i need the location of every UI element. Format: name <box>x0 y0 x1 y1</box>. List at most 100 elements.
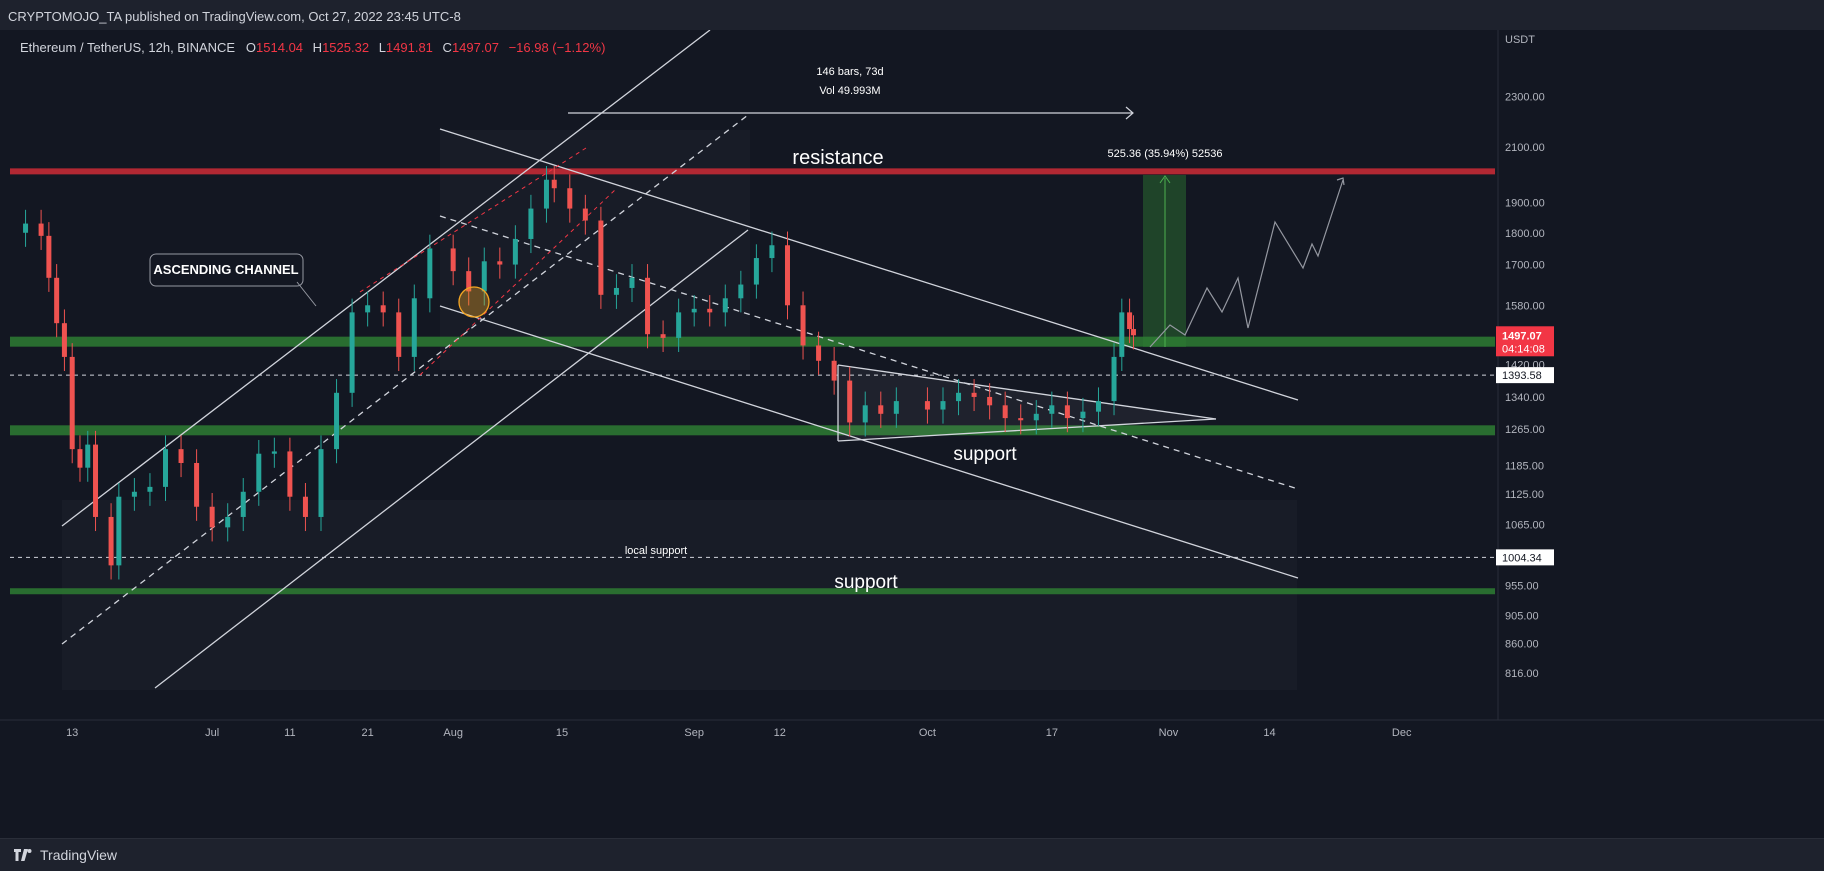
candle-body <box>1033 413 1039 421</box>
candle-body <box>512 238 518 265</box>
candle-body <box>1130 329 1136 336</box>
candle-body <box>287 451 293 497</box>
candle-body <box>1018 418 1024 421</box>
candle-body <box>411 298 417 357</box>
resistance-band <box>10 168 1495 175</box>
price-tick-label: 1340.00 <box>1505 392 1545 404</box>
price-tick-label: 1125.00 <box>1505 489 1544 501</box>
low-label: L <box>378 40 386 55</box>
open-value: 1514.04 <box>256 40 304 55</box>
candle-body <box>987 396 993 406</box>
candle-body <box>318 449 324 517</box>
candle-body <box>691 308 697 313</box>
level-price-value: 1393.58 <box>1502 370 1542 382</box>
price-tick-label: 1580.00 <box>1505 300 1545 312</box>
ohlc-legend: Ethereum / TetherUS, 12h, BINANCE O1514.… <box>20 40 611 55</box>
triangle-bottom <box>837 418 1217 442</box>
measure-arrow-head <box>1159 175 1171 184</box>
time-tick-label: Sep <box>684 727 704 739</box>
candle-body <box>551 179 557 189</box>
price-tick-label: 860.00 <box>1505 639 1539 651</box>
candle-body <box>1002 405 1008 419</box>
support-band <box>10 425 1495 436</box>
time-tick-label: 21 <box>362 727 374 739</box>
candle-body <box>893 401 899 414</box>
candle-body <box>61 323 67 357</box>
candle-body <box>629 277 635 288</box>
high-label: H <box>312 40 323 55</box>
candle-body <box>108 516 114 566</box>
candle-body <box>194 462 200 507</box>
close-value: 1497.07 <box>451 40 499 55</box>
candle-body <box>334 392 340 450</box>
time-tick-label: 14 <box>1263 727 1275 739</box>
candle-body <box>707 308 713 313</box>
time-tick-label: 17 <box>1046 727 1058 739</box>
price-tick-label: 1800.00 <box>1505 228 1545 240</box>
change-value: −16.98 (−1.12%) <box>508 40 606 55</box>
candle-body <box>924 401 930 410</box>
candle-body <box>427 248 433 299</box>
candle-body <box>162 449 168 487</box>
footer-bar: TradingView <box>0 838 1824 871</box>
price-tick-label: 1700.00 <box>1505 260 1545 272</box>
low-value: 1491.81 <box>385 40 433 55</box>
level-price-value: 1004.34 <box>1502 552 1542 564</box>
candle-body <box>225 516 231 528</box>
candle-body <box>1049 405 1055 414</box>
publish-header: CRYPTOMOJO_TA published on TradingView.c… <box>0 0 1824 31</box>
candle-body <box>1080 411 1086 419</box>
projection-path <box>1149 179 1344 348</box>
candle-body <box>380 305 386 313</box>
time-tick-label: 12 <box>774 727 786 739</box>
price-chart[interactable]: ASCENDING CHANNEL 146 bars, 73d Vol 49.993… <box>0 30 1824 838</box>
projection-arrow-head <box>1336 177 1345 186</box>
candle-body <box>738 284 744 299</box>
support-band <box>10 588 1495 595</box>
candle-body <box>753 258 759 285</box>
candle-body <box>543 179 549 209</box>
candle-body <box>528 208 534 239</box>
range-arrow-head <box>1125 106 1134 120</box>
time-tick-label: 13 <box>66 727 78 739</box>
candle-body <box>396 312 402 357</box>
chart-area[interactable]: ASCENDING CHANNEL 146 bars, 73d Vol 49.993… <box>0 30 1824 838</box>
candle-body <box>1095 401 1101 412</box>
candle-body <box>582 208 588 221</box>
time-tick-label: 11 <box>284 727 295 739</box>
highlight-circle <box>458 286 490 318</box>
close-label: C <box>442 40 452 55</box>
candle-body <box>256 453 262 492</box>
price-tick-label: 1265.00 <box>1505 424 1545 436</box>
candle-body <box>1127 312 1133 330</box>
countdown-value: 04:14:08 <box>1502 343 1545 355</box>
price-tick-label: 2100.00 <box>1505 142 1545 154</box>
candle-body <box>365 305 371 313</box>
candle-body <box>23 223 29 233</box>
tradingview-logo[interactable]: TradingView <box>12 847 117 863</box>
time-tick-label: Nov <box>1159 727 1179 739</box>
candle-body <box>131 491 137 497</box>
candle-body <box>847 380 853 423</box>
candle-body <box>46 235 52 278</box>
candle-body <box>722 298 728 313</box>
candle-body <box>816 345 822 361</box>
last-price-value: 1497.07 <box>1502 330 1542 342</box>
candle-body <box>466 271 472 292</box>
price-tick-label: 816.00 <box>1505 668 1539 680</box>
candle-body <box>116 496 122 566</box>
candle-body <box>77 449 83 468</box>
level-price-tag <box>1496 367 1554 384</box>
candle-body <box>645 277 651 335</box>
candle-body <box>38 223 44 236</box>
shade-range <box>440 130 750 370</box>
candle-body <box>1111 356 1117 402</box>
candle-body <box>481 261 487 292</box>
volume-label: Vol 49.993M <box>819 85 880 97</box>
candle-body <box>862 405 868 423</box>
price-tick-label: 2300.00 <box>1505 91 1545 103</box>
measure-label: 525.36 (35.94%) 52536 <box>1108 148 1223 160</box>
candle-body <box>769 245 775 259</box>
support-low-label: support <box>834 572 898 593</box>
ascending-channel-label: ASCENDING CHANNEL <box>153 262 298 277</box>
